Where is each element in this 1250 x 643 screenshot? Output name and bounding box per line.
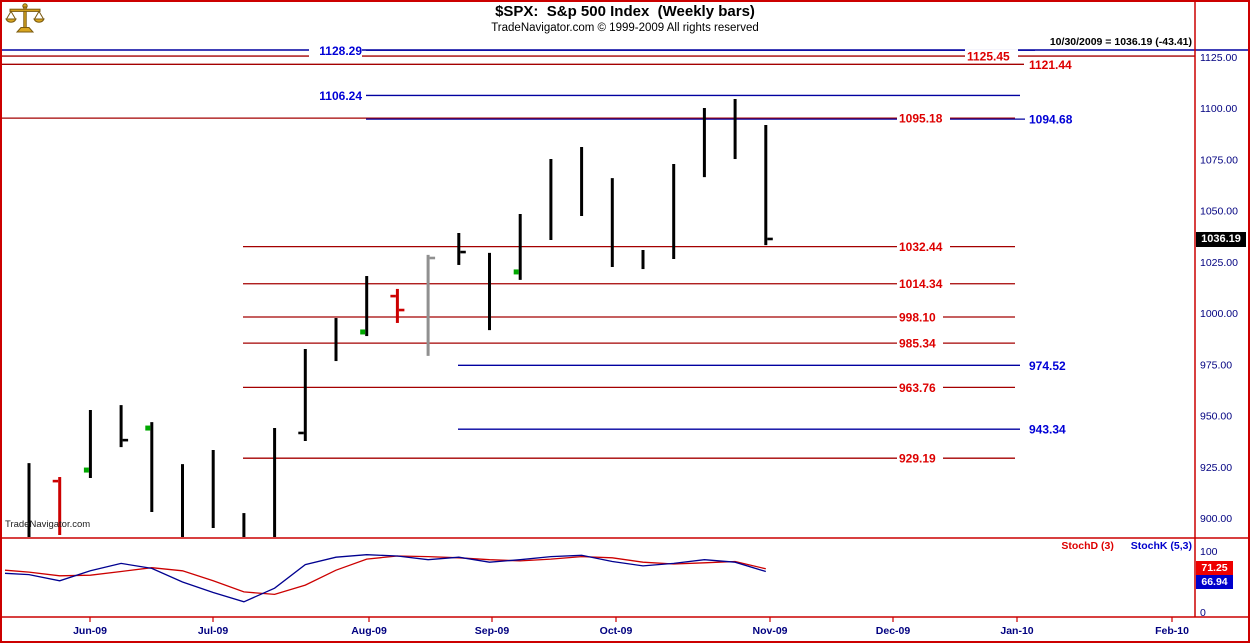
level-label-1032.44: 1032.44 <box>899 240 943 254</box>
price-axis-label: 1125.00 <box>1200 52 1237 64</box>
price-axis-label: 975.00 <box>1200 359 1232 371</box>
level-label-bg <box>897 310 943 325</box>
level-label-1095.18: 1095.18 <box>899 112 943 126</box>
level-label-974.52: 974.52 <box>1029 359 1066 373</box>
open-tick-green <box>360 329 366 335</box>
time-axis-label: Sep-09 <box>475 625 510 637</box>
level-label-bg <box>897 239 950 254</box>
time-axis-label: Jul-09 <box>198 625 229 637</box>
level-label-985.34: 985.34 <box>899 337 936 351</box>
copyright-notice: TradeNavigator.com © 1999-2009 All right… <box>491 22 759 34</box>
level-label-bg <box>309 88 362 103</box>
level-label-1128.29: 1128.29 <box>319 44 362 58</box>
stochd-line <box>4 555 766 596</box>
price-axis-label: 1050.00 <box>1200 206 1238 218</box>
stochk-legend-label[interactable]: StochK (5,3) <box>1130 540 1192 552</box>
last-quote-readout: 10/30/2009 = 1036.19 (-43.41) <box>1049 36 1192 48</box>
level-label-998.10: 998.10 <box>899 311 936 325</box>
level-label-bg <box>897 336 943 351</box>
time-axis-label: Feb-10 <box>1155 625 1189 637</box>
price-axis-label: 900.00 <box>1200 513 1232 525</box>
level-label-bg <box>309 43 362 58</box>
open-tick-green <box>83 467 89 473</box>
level-label-929.19: 929.19 <box>899 452 936 466</box>
level-label-bg <box>965 49 1018 64</box>
stoch-scale-0: 0 <box>1200 607 1206 619</box>
time-axis-label: Jan-10 <box>1000 625 1033 637</box>
level-label-bg <box>897 451 943 466</box>
level-label-bg <box>897 276 950 291</box>
chart-title: $SPX: S&p 500 Index (Weekly bars) <box>495 3 755 20</box>
level-label-943.34: 943.34 <box>1029 423 1066 437</box>
level-label-bg <box>897 111 950 126</box>
open-tick-green <box>513 269 519 275</box>
tradenavigator-logo-icon <box>4 2 46 36</box>
level-label-1106.24: 1106.24 <box>319 89 362 103</box>
price-axis-label: 1025.00 <box>1200 257 1238 269</box>
stochk-value-badge: 66.94 <box>1196 575 1233 589</box>
stoch-legend: StochD (3) StochK (5,3) <box>1061 540 1192 552</box>
level-label-963.76: 963.76 <box>899 381 936 395</box>
stochk-line <box>4 554 766 603</box>
open-tick-green <box>145 425 151 431</box>
stochd-value-badge: 71.25 <box>1196 561 1233 575</box>
level-label-1125.45: 1125.45 <box>967 50 1010 64</box>
time-axis-label: Jun-09 <box>73 625 107 637</box>
scales-icon <box>5 3 45 33</box>
price-axis-label: 925.00 <box>1200 462 1232 474</box>
price-axis-label: 1100.00 <box>1200 103 1237 115</box>
price-axis-label: 1075.00 <box>1200 154 1238 166</box>
last-price-badge: 1036.19 <box>1196 232 1246 247</box>
stoch-scale-100: 100 <box>1200 546 1218 558</box>
time-axis-label: Dec-09 <box>876 625 911 637</box>
price-axis-label: 1000.00 <box>1200 308 1238 320</box>
level-label-bg <box>897 380 943 395</box>
level-label-1121.44: 1121.44 <box>1029 58 1072 72</box>
level-label-1014.34: 1014.34 <box>899 277 943 291</box>
watermark: TradeNavigator.com <box>5 519 91 530</box>
time-axis-label: Oct-09 <box>600 625 633 637</box>
stochd-legend-label[interactable]: StochD (3) <box>1061 540 1114 552</box>
time-axis-label: Nov-09 <box>752 625 787 637</box>
price-axis-label: 950.00 <box>1200 411 1232 423</box>
level-label-1094.68: 1094.68 <box>1029 113 1073 127</box>
time-axis-label: Aug-09 <box>351 625 387 637</box>
